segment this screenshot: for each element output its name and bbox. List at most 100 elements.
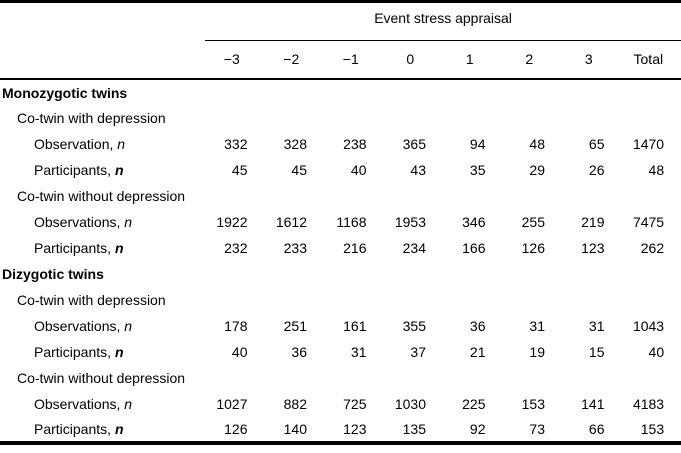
value-cell: 1043	[632, 318, 665, 334]
value-cell	[443, 365, 503, 391]
row-label: Observations,	[34, 318, 125, 334]
row-label-cell: Observations, n	[0, 313, 205, 339]
value-cell: 123	[343, 421, 367, 437]
value-cell: 43	[410, 162, 426, 178]
value-cell: 355	[402, 318, 426, 334]
value-cell	[265, 261, 325, 287]
value-cell: 36	[291, 344, 307, 360]
value-cell: 332	[224, 136, 248, 152]
column-header-row: −3 −2 −1 0 1 2 3 Total	[0, 40, 681, 80]
row-label-cell: Participants, n	[0, 235, 205, 261]
value-cell	[503, 287, 563, 313]
data-row: Participants, n 126 140 123 135 92 73 66 153	[0, 417, 681, 443]
value-cell	[324, 365, 384, 391]
data-row: Participants, n 232 233 216 234 166 126 123 262	[0, 235, 681, 261]
subsection-row: Co-twin without depression	[0, 365, 681, 391]
n-variable: n	[117, 136, 126, 152]
value-cell	[562, 287, 622, 313]
row-label: Observations,	[34, 396, 125, 412]
n-variable: n	[114, 344, 124, 360]
value-cell: 262	[640, 240, 665, 256]
value-cell: 166	[462, 240, 486, 256]
value-cell	[622, 287, 681, 313]
column-header-1: 1	[443, 40, 503, 80]
n-variable: n	[114, 421, 124, 437]
value-cell: 31	[588, 318, 605, 334]
row-label: Participants,	[34, 344, 115, 360]
value-cell: 234	[402, 240, 426, 256]
value-cell: 36	[469, 318, 486, 334]
row-label-cell: Co-twin with depression	[0, 105, 205, 131]
n-variable: n	[124, 396, 133, 412]
value-cell: 40	[648, 344, 665, 360]
value-cell: 19	[529, 344, 545, 360]
row-label-cell: Dizygotic twins	[0, 261, 205, 287]
value-cell: 48	[648, 162, 665, 178]
value-cell	[562, 79, 622, 105]
value-cell	[622, 79, 681, 105]
row-label: Co-twin without depression	[17, 188, 186, 204]
value-cell	[622, 261, 681, 287]
value-cell	[324, 183, 384, 209]
spanner-row: Event stress appraisal	[0, 3, 681, 41]
value-cell: 135	[402, 421, 426, 437]
column-header-neg3: −3	[205, 40, 265, 80]
data-row: Observations, n 1027 882 725 1030 225 153 141 41…	[0, 391, 681, 417]
table-body: Monozygotic twins Co-twin with depression…	[0, 79, 681, 443]
value-cell: 37	[410, 344, 426, 360]
value-cell	[503, 79, 563, 105]
value-cell: 232	[224, 240, 248, 256]
column-header-2: 2	[502, 40, 562, 80]
data-row: Observations, n 1922 1612 1168 1953 346 255 219…	[0, 209, 681, 235]
row-label: Observation,	[34, 136, 118, 152]
value-cell: 141	[581, 396, 605, 412]
value-cell: 35	[469, 162, 486, 178]
value-cell	[384, 79, 444, 105]
column-header-0: 0	[383, 40, 443, 80]
value-cell: 1922	[216, 214, 248, 230]
value-cell: 251	[283, 318, 307, 334]
value-cell	[562, 261, 622, 287]
n-variable: n	[124, 318, 133, 334]
twin-event-stress-table: Event stress appraisal −3 −2 −1 0 1 2 3 …	[0, 3, 681, 445]
value-cell	[443, 79, 503, 105]
value-cell	[205, 261, 265, 287]
value-cell	[384, 365, 444, 391]
value-cell: 123	[581, 240, 605, 256]
row-label: Co-twin with depression	[17, 292, 166, 308]
n-variable: n	[114, 162, 124, 178]
row-label-cell: Co-twin with depression	[0, 287, 205, 313]
stub-cell	[0, 3, 205, 40]
value-cell	[324, 105, 384, 131]
value-cell: 66	[588, 421, 605, 437]
value-cell: 126	[224, 421, 248, 437]
column-header-neg2: −2	[264, 40, 324, 80]
data-row: Observation, n 332 328 238 365 94 48 65 1470	[0, 131, 681, 157]
row-label-cell: Participants, n	[0, 157, 205, 183]
value-cell: 140	[283, 421, 307, 437]
value-cell: 178	[224, 318, 248, 334]
column-header-total: Total	[621, 40, 681, 80]
value-cell: 216	[343, 240, 367, 256]
value-cell	[562, 365, 622, 391]
n-variable: n	[114, 240, 124, 256]
subsection-row: Co-twin without depression	[0, 183, 681, 209]
value-cell: 29	[529, 162, 545, 178]
value-cell: 4183	[632, 396, 665, 412]
value-cell: 1612	[275, 214, 307, 230]
row-label-cell: Co-twin without depression	[0, 183, 205, 209]
value-cell: 238	[343, 136, 367, 152]
row-label-cell: Participants, n	[0, 417, 205, 443]
subsection-row: Co-twin with depression	[0, 287, 681, 313]
column-header-3: 3	[562, 40, 622, 80]
row-label-cell: Observation, n	[0, 131, 205, 157]
subsection-row: Co-twin with depression	[0, 105, 681, 131]
value-cell	[622, 105, 681, 131]
value-cell	[265, 105, 325, 131]
n-variable: n	[124, 214, 133, 230]
row-label-cell: Observations, n	[0, 391, 205, 417]
value-cell: 40	[350, 162, 367, 178]
value-cell	[324, 79, 384, 105]
value-cell	[384, 183, 444, 209]
